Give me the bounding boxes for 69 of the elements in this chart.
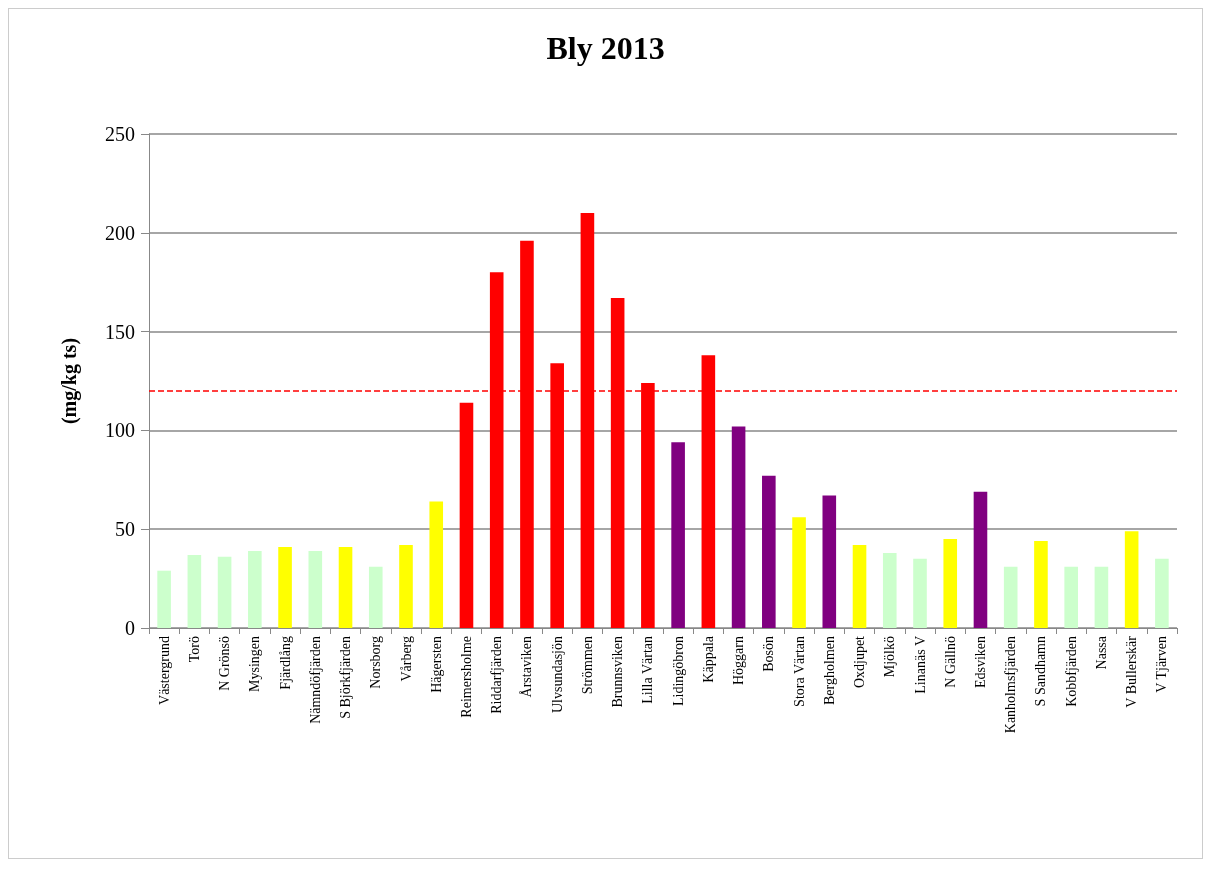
x-tick-label: V Bullerskär [1124, 635, 1140, 708]
bar [217, 556, 232, 628]
x-tick-label: Linanäs V [912, 636, 928, 694]
x-tick-label: V Tjärven [1154, 636, 1170, 693]
bar [399, 545, 413, 628]
x-tick-label: Strömmen [579, 636, 595, 695]
bar [459, 402, 474, 628]
x-tick-label: Hägersten [428, 636, 444, 693]
x-tick-label: Käppala [700, 635, 716, 683]
x-tick-label: N Gällnö [942, 636, 958, 688]
y-tick-label: 0 [125, 617, 135, 639]
x-tick-label: Ulvsundasjön [549, 636, 565, 713]
x-tick-label: Mjölkö [882, 636, 898, 678]
bar [187, 554, 202, 628]
x-tick-label: Mysingen [247, 636, 263, 692]
bar [1003, 566, 1018, 628]
y-tick-label: 100 [105, 419, 135, 442]
x-tick-label: Bergholmen [821, 636, 837, 705]
y-tick-label: 150 [105, 320, 135, 343]
x-tick-label: Lilla Värtan [640, 636, 656, 704]
bar [278, 546, 292, 628]
x-tick-label: N Grönsö [217, 636, 233, 691]
x-tick-label: Oxdjupet [852, 635, 868, 689]
bar [913, 558, 927, 628]
x-tick-label: Fjärdlång [277, 636, 293, 690]
y-axis-title: (mg/kg ts) [58, 337, 81, 425]
bar [368, 566, 383, 628]
x-tick-label: Nassa [1093, 635, 1109, 670]
bar [792, 517, 806, 628]
x-tick-label: Kobbfjärden [1063, 636, 1079, 707]
x-tick-label: S Björkfjärden [338, 636, 354, 719]
bar [338, 546, 353, 628]
bar [429, 501, 444, 628]
bar [248, 550, 262, 628]
x-tick-label: Norsborg [368, 636, 384, 689]
y-tick-label: 200 [105, 221, 135, 244]
bar [731, 426, 746, 628]
bar [671, 442, 685, 628]
x-tick-label: Torö [186, 636, 202, 663]
x-tick-label: Riddarfjärden [489, 636, 505, 714]
bar [852, 545, 867, 628]
bar [822, 495, 837, 628]
x-tick-label: Nämndöfjärden [307, 636, 323, 724]
y-tick-label: 50 [115, 518, 135, 541]
bar [1094, 566, 1109, 628]
x-tick-label: S Sandhamn [1033, 636, 1049, 707]
bar [1155, 558, 1169, 628]
x-tick-label: Bosön [761, 636, 777, 672]
x-tick-label: Västergrund [156, 636, 172, 705]
bar [308, 550, 323, 628]
bar [1124, 531, 1139, 628]
x-tick-label: Reimersholme [458, 636, 474, 718]
y-tick-label: 250 [105, 123, 135, 145]
bar [762, 475, 776, 628]
bar [943, 539, 958, 628]
bar [157, 570, 171, 628]
x-tick-label: Brunnsviken [610, 636, 626, 708]
bar [1034, 541, 1048, 628]
x-tick-label: Lidingöbron [670, 636, 686, 706]
x-tick-label: Vårberg [398, 636, 414, 682]
chart-title: Bly 2013 [546, 30, 665, 66]
x-tick-label: Årstaviken [519, 636, 535, 698]
bar [882, 552, 897, 628]
x-tick-label: Stora Värtan [791, 636, 807, 707]
x-tick-label: Edsviken [972, 636, 988, 689]
x-tick-label: Kanholmsfjärden [1003, 636, 1019, 734]
x-tick-label: Höggarn [731, 636, 747, 685]
bar [973, 491, 988, 628]
bar [1064, 566, 1078, 628]
